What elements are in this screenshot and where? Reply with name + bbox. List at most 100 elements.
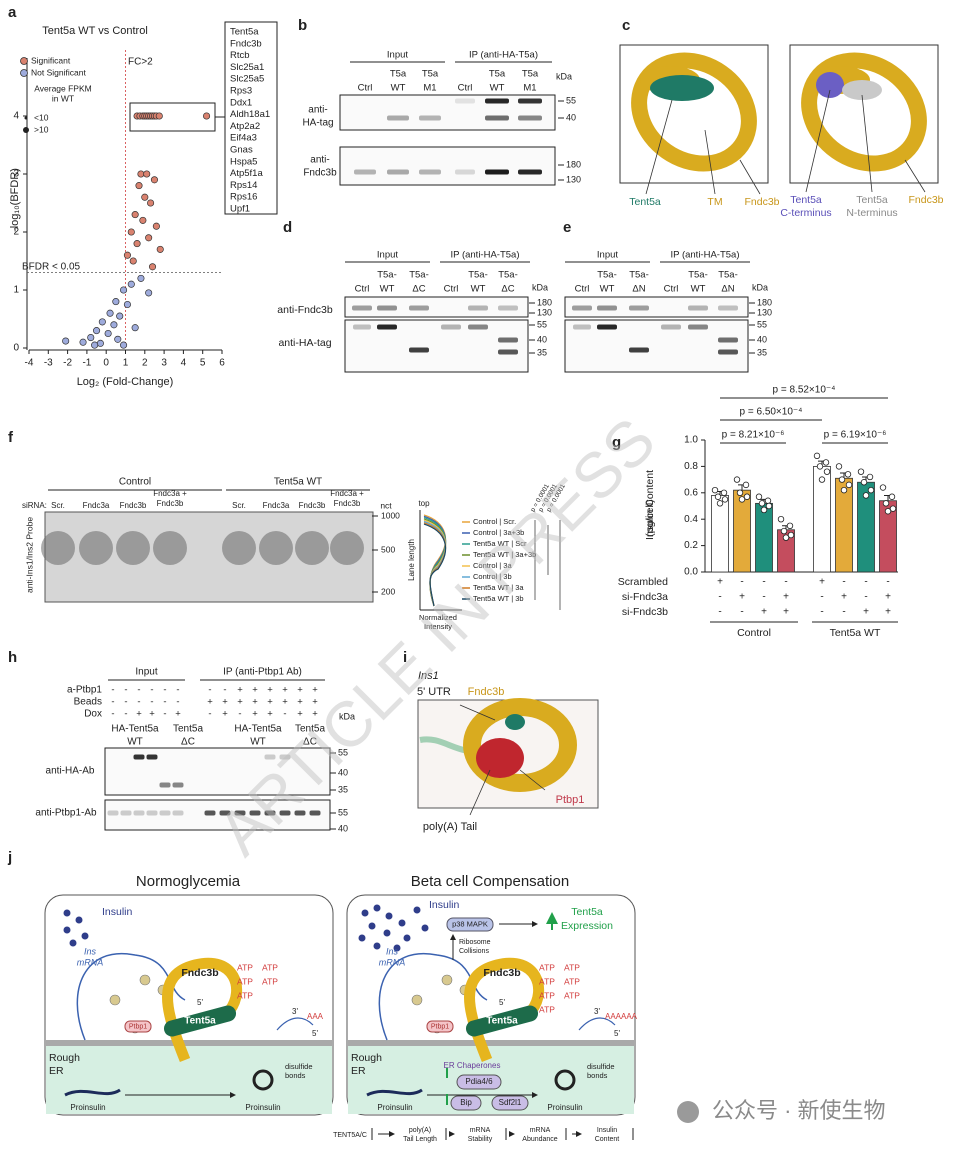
label: - — [784, 577, 787, 588]
band — [455, 169, 475, 175]
label: - — [124, 709, 127, 720]
size-swatch — [24, 116, 28, 120]
proinsulin-chain — [64, 1088, 121, 1097]
data-point — [131, 324, 139, 332]
lane-label: T5a- — [629, 270, 649, 281]
band — [159, 810, 171, 816]
cterm-structure — [816, 72, 844, 98]
ptbp1-protein — [124, 1020, 152, 1033]
label: anti-HA-tag — [278, 337, 331, 349]
band — [518, 169, 542, 175]
label: mRNA — [77, 957, 104, 967]
label: 3' — [292, 1007, 298, 1016]
data-point — [93, 327, 101, 335]
data-point — [123, 251, 131, 259]
insulin-granule — [383, 929, 391, 937]
data-point — [733, 476, 741, 483]
label: mRNA — [530, 1127, 551, 1134]
data-point — [106, 309, 114, 317]
label: Proinsulin — [70, 1103, 105, 1112]
folded-proinsulin — [252, 1069, 274, 1091]
data-point — [711, 486, 719, 494]
label: ATP — [237, 990, 253, 1000]
band — [387, 169, 409, 175]
legend-label: Not Significant — [31, 67, 86, 77]
label: Insulin — [102, 906, 133, 918]
label: - — [208, 685, 211, 696]
label: Fndc3b — [303, 168, 337, 179]
label: ER Chaperones — [444, 1061, 501, 1070]
band — [264, 754, 276, 760]
label: - — [223, 685, 226, 696]
sdf-box — [491, 1095, 529, 1111]
data-point — [156, 245, 164, 253]
ribosome — [411, 994, 423, 1006]
rule — [519, 769, 546, 791]
data-point — [765, 502, 773, 510]
label: Proinsulin — [377, 1103, 412, 1112]
data-point — [835, 463, 843, 470]
data-point — [780, 527, 788, 535]
band — [485, 115, 509, 121]
label: - — [718, 607, 721, 618]
gene-name: Fndc3b — [230, 38, 262, 49]
band — [573, 324, 591, 330]
size-swatch — [23, 127, 29, 133]
gene-name: Aldh18a1 — [230, 109, 270, 120]
marker-label: 40 — [537, 334, 547, 344]
ptbp1-protein — [426, 1020, 454, 1033]
data-point — [818, 476, 826, 483]
label: + — [252, 697, 258, 708]
x-tick-label: 5 — [200, 358, 206, 369]
lane-label: Tent5a — [295, 724, 325, 735]
data-point — [777, 516, 785, 523]
label: top — [418, 499, 430, 508]
data-point — [838, 476, 846, 483]
group-label: IP (anti-HA-T5a) — [469, 50, 538, 61]
data-point — [133, 240, 141, 248]
label: kDa — [532, 282, 548, 292]
lane-label: T5a — [422, 69, 439, 80]
data-point — [120, 286, 128, 294]
blot — [339, 146, 556, 186]
marker-label: 40 — [338, 823, 348, 833]
label: ATP — [237, 962, 253, 972]
label: anti- — [310, 155, 329, 166]
insulin-granule — [81, 932, 89, 940]
lane-label: T5a- — [498, 270, 518, 281]
group-label: Control — [119, 477, 151, 488]
panel-letter: g — [612, 434, 621, 451]
label: - — [842, 607, 845, 618]
label: <10 — [34, 112, 49, 122]
band — [419, 169, 441, 175]
label: Normalized — [419, 613, 457, 622]
y-tick-label: 0.2 — [684, 540, 698, 551]
label: anti-Fndc3b — [277, 304, 333, 316]
band — [518, 115, 542, 121]
label: C-terminus — [780, 207, 831, 219]
label: - — [163, 685, 166, 696]
lane-label: Ctrl — [575, 284, 590, 295]
legend-label: Control | 3a+3b — [473, 528, 524, 537]
label: - — [718, 592, 721, 603]
data-point — [148, 263, 157, 271]
label: Bip — [460, 1098, 472, 1107]
group-label: Input — [135, 667, 157, 678]
label: ER — [351, 1065, 366, 1077]
axis-title: (pg/cell) — [644, 499, 656, 536]
label: - — [163, 709, 166, 720]
band — [441, 324, 461, 330]
label: Pdia4/6 — [465, 1077, 493, 1086]
label: + — [761, 607, 767, 618]
label: Fndc3b — [744, 196, 779, 208]
data-point — [145, 234, 153, 242]
lane-label: Ctrl — [664, 284, 679, 295]
label: + — [297, 685, 303, 696]
panel-letter: d — [283, 219, 292, 236]
label: in WT — [52, 93, 74, 103]
label: 5' UTR — [417, 686, 451, 698]
label: Average FPKM — [34, 83, 91, 93]
data-point — [822, 459, 830, 466]
label: 5' — [312, 1029, 318, 1038]
label: >10 — [34, 124, 49, 134]
